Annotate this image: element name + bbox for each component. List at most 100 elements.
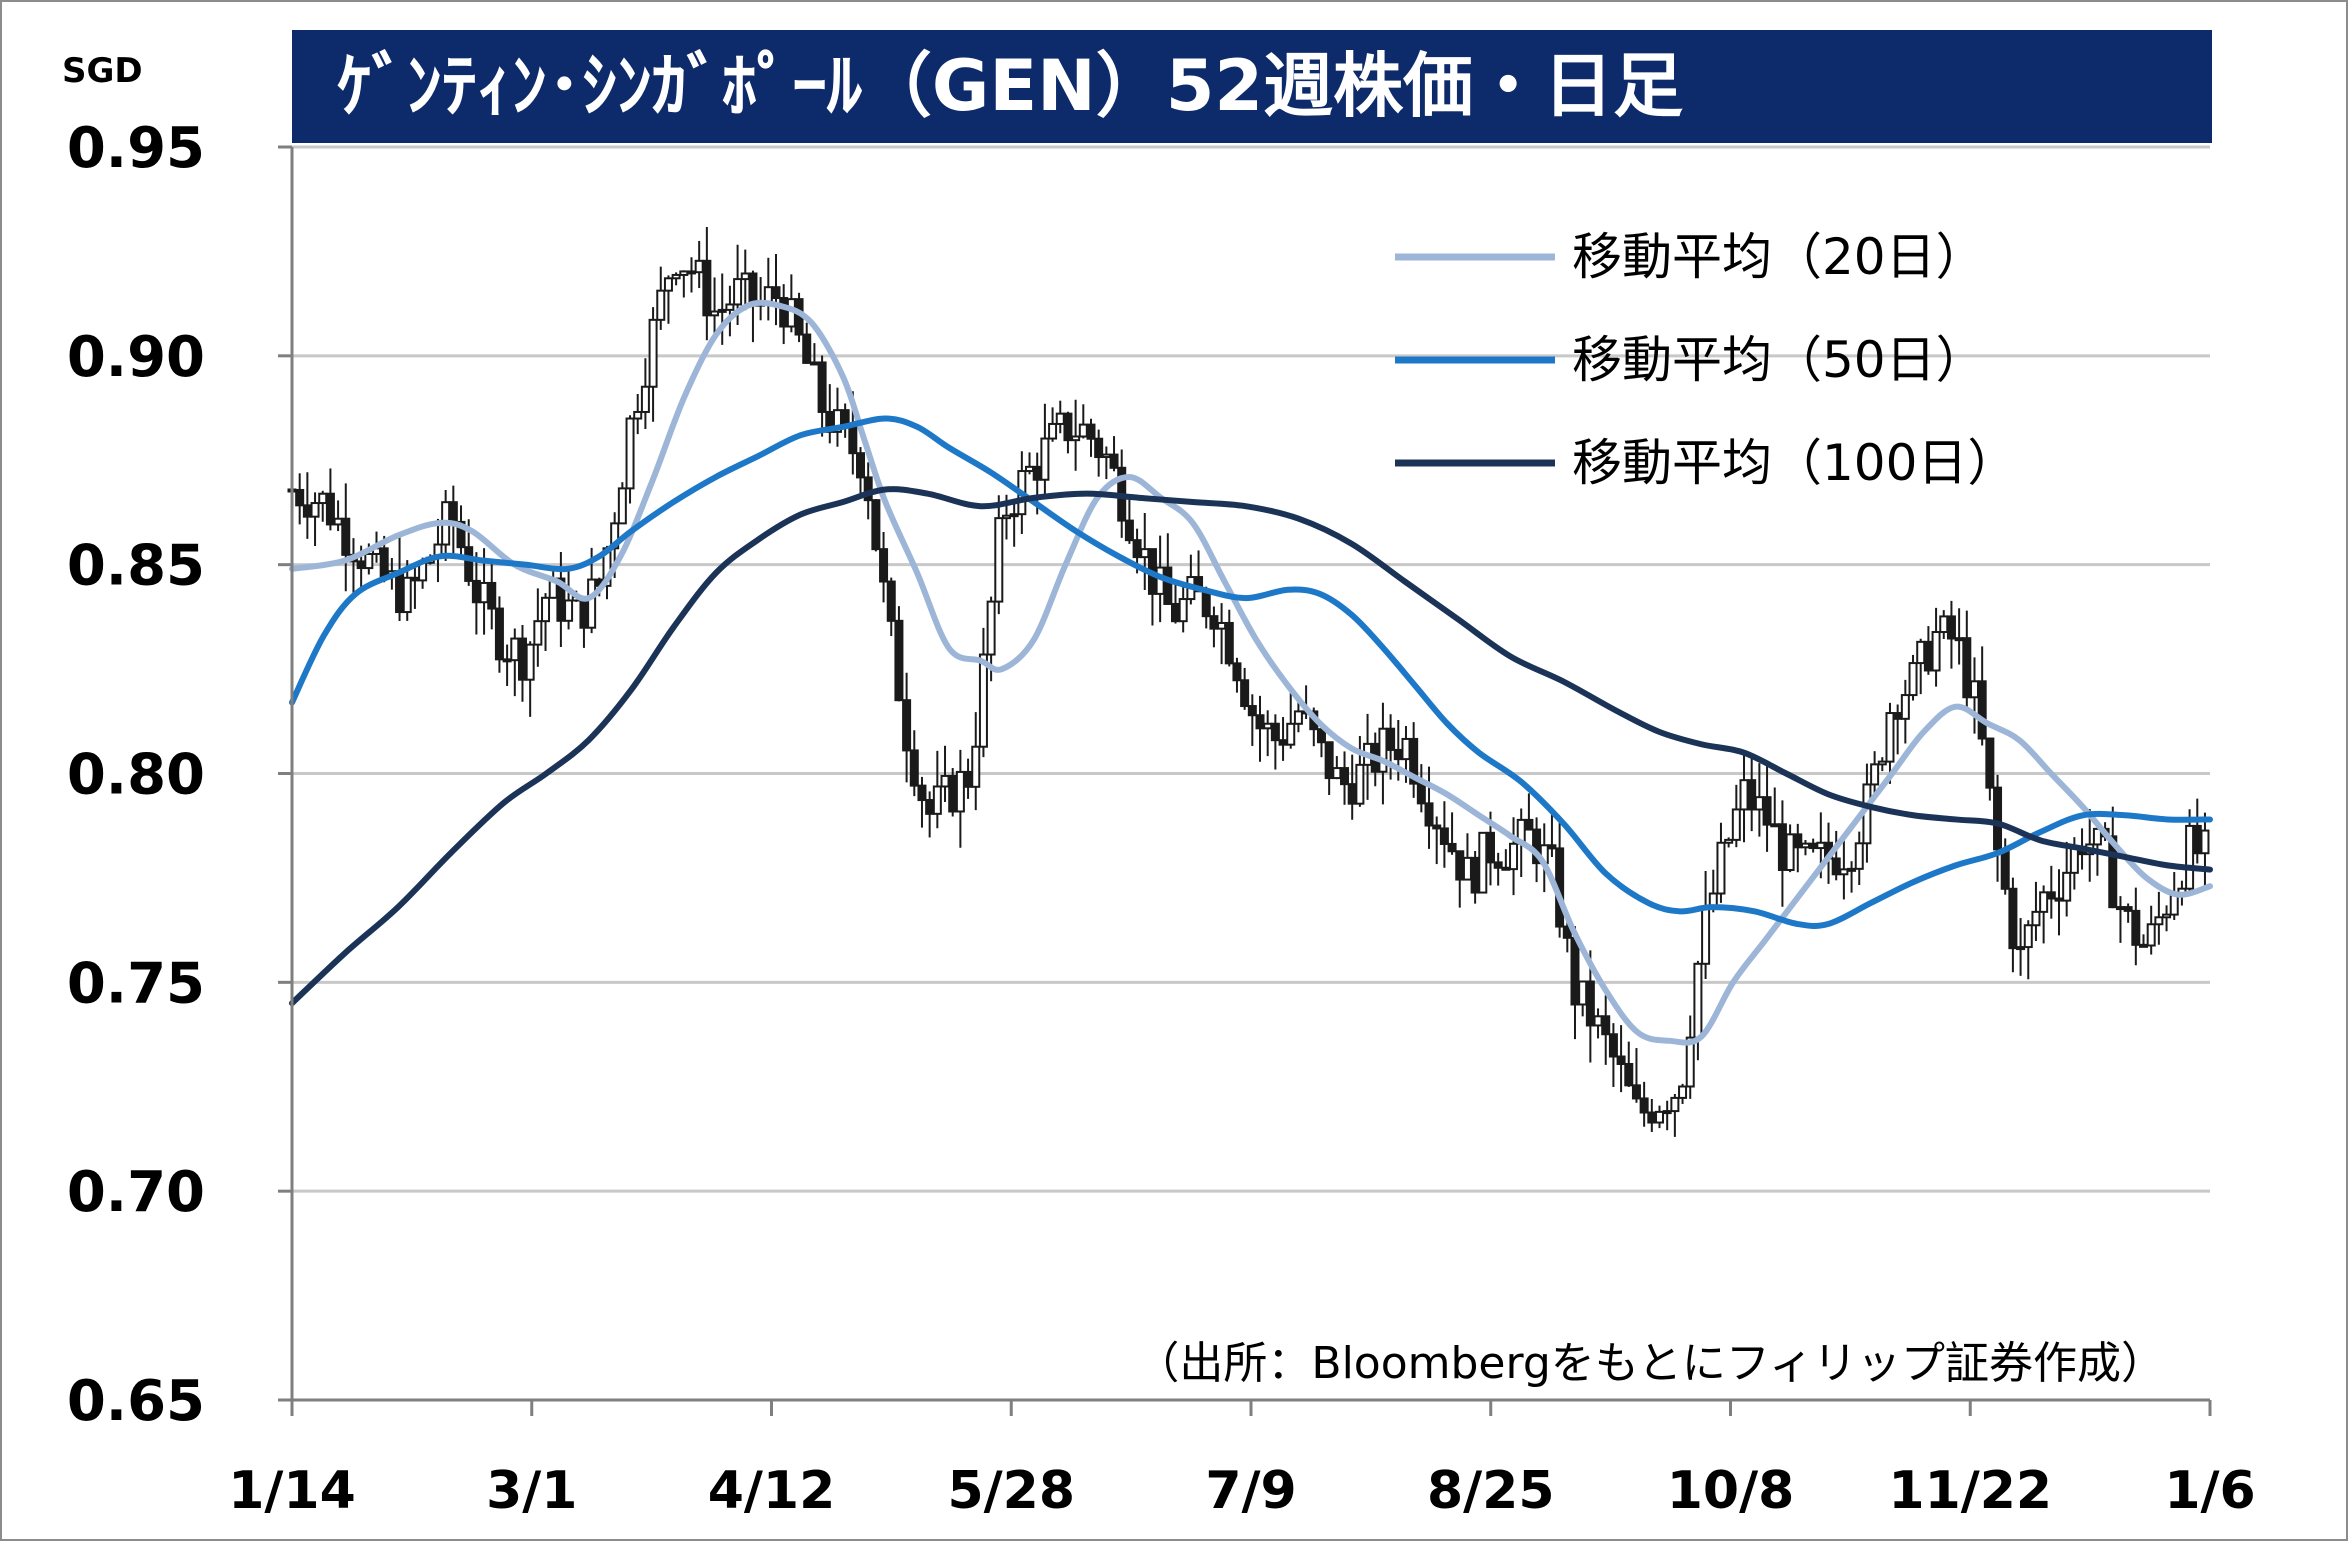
candle-up — [1140, 548, 1150, 559]
candle-up — [1025, 465, 1035, 473]
candle-up — [2062, 871, 2072, 902]
candle-down — [1501, 866, 1511, 871]
candle-up — [955, 770, 965, 813]
candle-down — [1631, 1084, 1641, 1100]
y-tick-label: 0.90 — [67, 325, 205, 390]
candle-down — [1163, 566, 1173, 605]
candle-down — [1109, 453, 1119, 469]
candle-down — [1547, 844, 1557, 850]
candle-down — [2192, 824, 2202, 855]
y-tick-label: 0.65 — [67, 1369, 205, 1434]
candle-down — [1224, 621, 1234, 665]
candle-down — [702, 259, 712, 317]
y-tick-label: 0.80 — [67, 743, 205, 808]
candle-down — [1386, 727, 1396, 751]
candle-down — [1094, 437, 1104, 459]
candle-up — [2031, 910, 2041, 927]
candle-up — [1870, 763, 1880, 786]
candle-down — [909, 749, 919, 787]
candle-up — [725, 303, 735, 311]
candle-up — [333, 517, 343, 526]
x-tick-label: 3/1 — [486, 1461, 577, 1521]
candle-down — [1447, 842, 1457, 853]
candle-down — [1808, 842, 1818, 850]
y-tick-label: 0.95 — [67, 116, 205, 181]
candle-down — [886, 580, 896, 622]
candle-down — [341, 517, 351, 556]
x-tick-label: 7/9 — [1205, 1461, 1296, 1521]
candle-down — [1063, 412, 1073, 442]
candle-down — [817, 361, 827, 413]
candle-down — [771, 286, 781, 300]
candle-down — [494, 607, 504, 661]
candle-down — [1762, 796, 1772, 826]
candle-down — [2131, 909, 2141, 946]
candle-down — [395, 570, 405, 614]
axes — [290, 147, 2212, 1416]
candle-up — [986, 600, 996, 656]
y-tick-label: 0.85 — [67, 534, 205, 599]
candle-up — [318, 492, 328, 505]
chart-title: ｹﾞﾝﾃｨﾝ･ｼﾝｶﾞﾎﾟｰﾙ（GEN）52週株価・日足 — [337, 45, 1683, 127]
candle-up — [1286, 722, 1296, 746]
candle-up — [1217, 621, 1227, 630]
candle-down — [1201, 590, 1211, 618]
candle-down — [802, 333, 812, 364]
candle-down — [1793, 833, 1803, 849]
candle-down — [1270, 722, 1280, 742]
candle-down — [456, 520, 466, 549]
candle-up — [2162, 913, 2172, 919]
candle-up — [1009, 513, 1019, 518]
candle-up — [640, 385, 650, 413]
candle-up — [2146, 923, 2156, 947]
candle-up — [656, 289, 666, 321]
candle-up — [1578, 980, 1588, 1006]
candle-down — [2008, 887, 2018, 950]
candle-up — [1854, 842, 1864, 870]
candle-up — [2200, 829, 2210, 855]
candle-up — [2185, 824, 2195, 890]
candle-up — [1701, 905, 1711, 965]
x-tick-label: 1/14 — [228, 1461, 356, 1521]
y-tick-label: 0.75 — [67, 951, 205, 1016]
candle-up — [932, 785, 942, 815]
candle-up — [1839, 868, 1849, 876]
candle-down — [410, 576, 420, 582]
candle-down — [1278, 739, 1288, 746]
candle-up — [1731, 808, 1741, 841]
candle-down — [2000, 848, 2010, 890]
candle-up — [1816, 841, 1826, 850]
moving-average-lines — [289, 299, 2213, 1046]
candle-down — [1455, 850, 1465, 881]
candle-down — [1247, 705, 1257, 717]
candle-up — [1071, 435, 1081, 442]
x-tick-label: 4/12 — [708, 1461, 836, 1521]
candle-up — [1055, 412, 1065, 425]
candle-up — [1916, 640, 1926, 665]
candle-down — [1993, 786, 2003, 851]
ma100-line — [289, 486, 2213, 1007]
candle-up — [1954, 637, 1964, 642]
x-tick-label: 10/8 — [1667, 1461, 1795, 1521]
candle-down — [379, 547, 389, 578]
candle-up — [1178, 598, 1188, 623]
candle-down — [917, 784, 927, 802]
x-tick-labels: 1/14 3/1 4/12 5/28 7/9 8/25 10/8 11/22 1/6 — [228, 1461, 2255, 1521]
candle-up — [1969, 680, 1979, 699]
candle-up — [1800, 842, 1810, 849]
legend-label-ma20: 移動平均（20日） — [1572, 228, 1986, 286]
candle-up — [1785, 833, 1795, 871]
y-tick-labels: 0.95 0.90 0.85 0.80 0.75 0.70 0.65 — [67, 116, 205, 1434]
candle-up — [2154, 916, 2164, 926]
candle-up — [1678, 1085, 1688, 1099]
candle-up — [533, 620, 543, 646]
x-tick-label: 8/25 — [1427, 1461, 1555, 1521]
candle-up — [733, 278, 743, 306]
candle-down — [2123, 906, 2133, 912]
candle-down — [1893, 712, 1903, 720]
candle-down — [1647, 1111, 1657, 1124]
candle-up — [1885, 712, 1895, 763]
y-unit-label: SGD — [62, 51, 143, 91]
candle-up — [1378, 727, 1388, 773]
source-note: （出所：Bloombergをもとにフィリップ証券作成） — [1135, 1338, 2165, 1389]
